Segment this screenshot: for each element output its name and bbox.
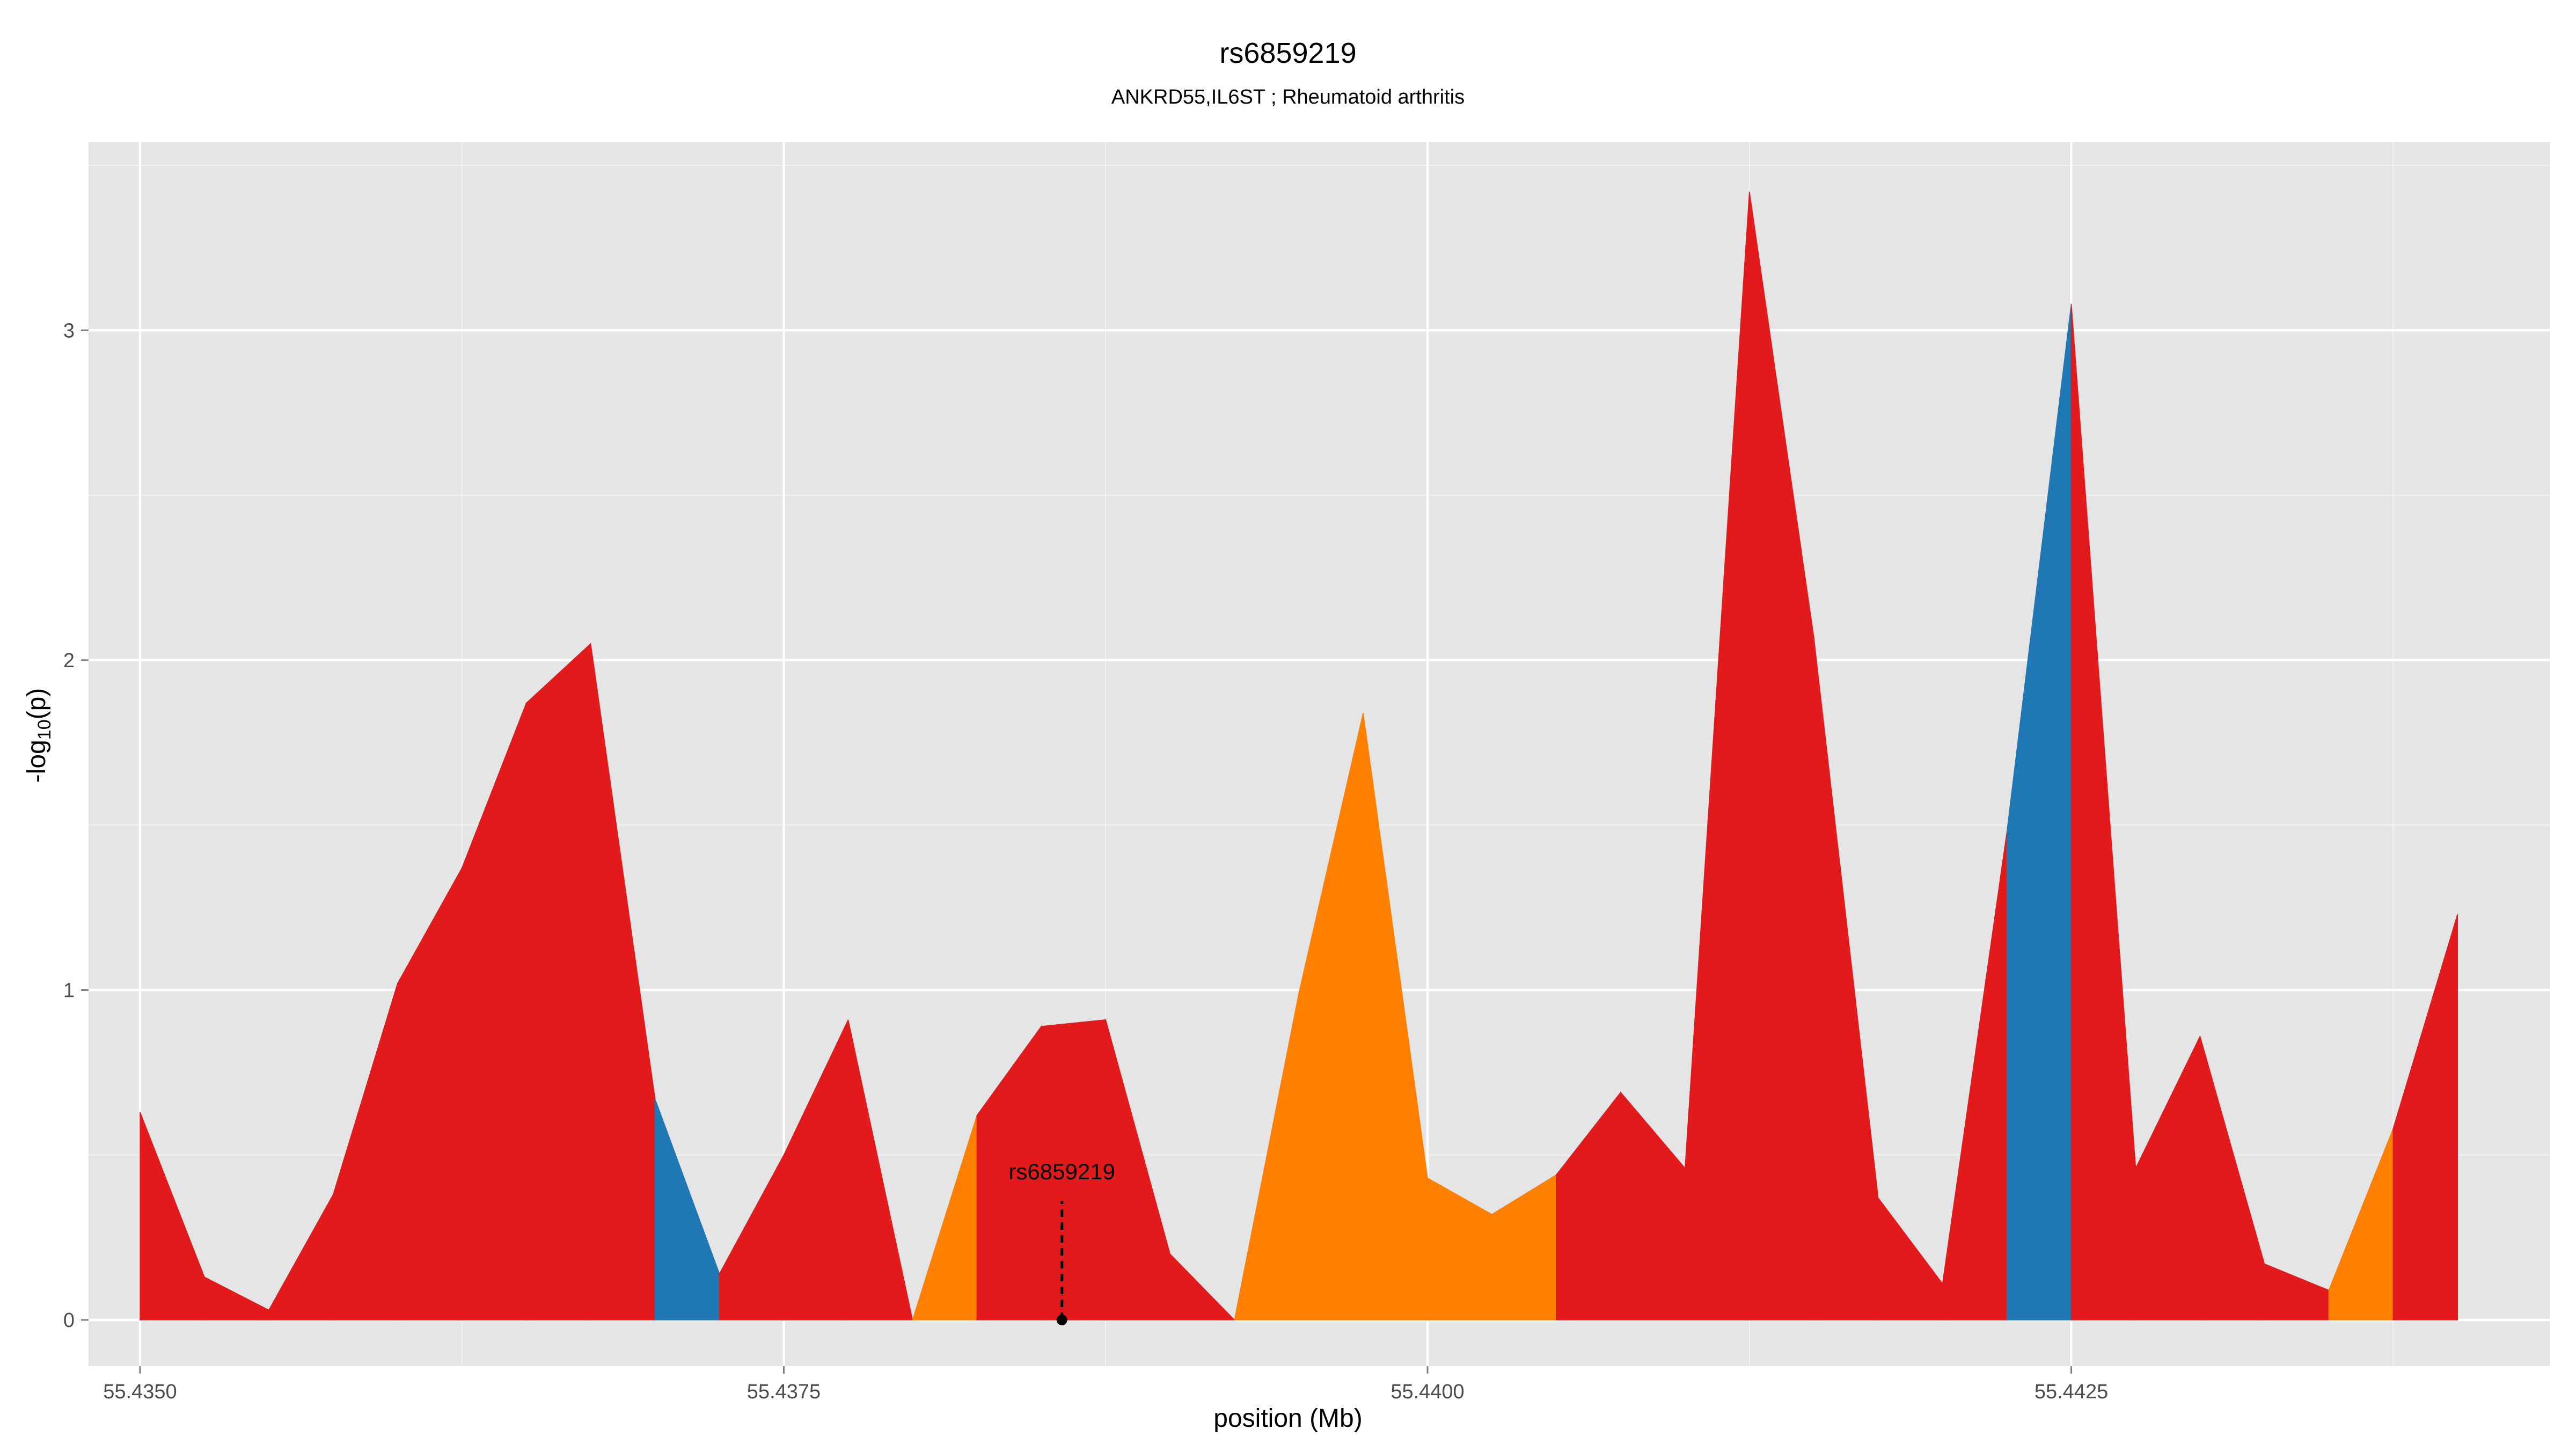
annotation-point — [1056, 1314, 1067, 1325]
y-tick-label: 0 — [63, 1309, 75, 1332]
snp-annotation: rs6859219 — [1008, 1159, 1115, 1325]
annotation-label: rs6859219 — [1008, 1159, 1115, 1184]
y-axis-label-subscript: 10 — [34, 719, 55, 740]
y-tick-label: 3 — [63, 319, 75, 342]
y-axis-tick-labels: 0 1 2 3 — [63, 319, 75, 1332]
area-segment-red — [2392, 914, 2458, 1320]
y-tick-label: 1 — [63, 979, 75, 1002]
y-axis-label: -log10(p) — [23, 688, 55, 783]
y-axis-label-end: (p) — [23, 688, 51, 720]
area-segment-red — [1169, 1253, 1235, 1320]
x-tick-label: 55.4400 — [1391, 1381, 1464, 1403]
area-segment-red — [847, 1019, 913, 1320]
y-axis-label-main: -log — [23, 740, 51, 783]
chart-subtitle: ANKRD55,IL6ST ; Rheumatoid arthritis — [1111, 86, 1465, 108]
chart-title: rs6859219 — [1219, 37, 1356, 69]
axis-ticks — [81, 329, 2073, 1374]
x-tick-label: 55.4375 — [747, 1381, 821, 1403]
x-tick-label: 55.4425 — [2035, 1381, 2108, 1403]
y-tick-label: 2 — [63, 650, 75, 672]
x-tick-label: 55.4350 — [103, 1381, 177, 1403]
area-segment-red — [525, 643, 591, 1320]
x-axis-tick-labels: 55.4350 55.4375 55.4400 55.4425 — [103, 1381, 2108, 1403]
x-axis-label: position (Mb) — [1213, 1404, 1362, 1433]
area-segments — [140, 192, 2458, 1320]
